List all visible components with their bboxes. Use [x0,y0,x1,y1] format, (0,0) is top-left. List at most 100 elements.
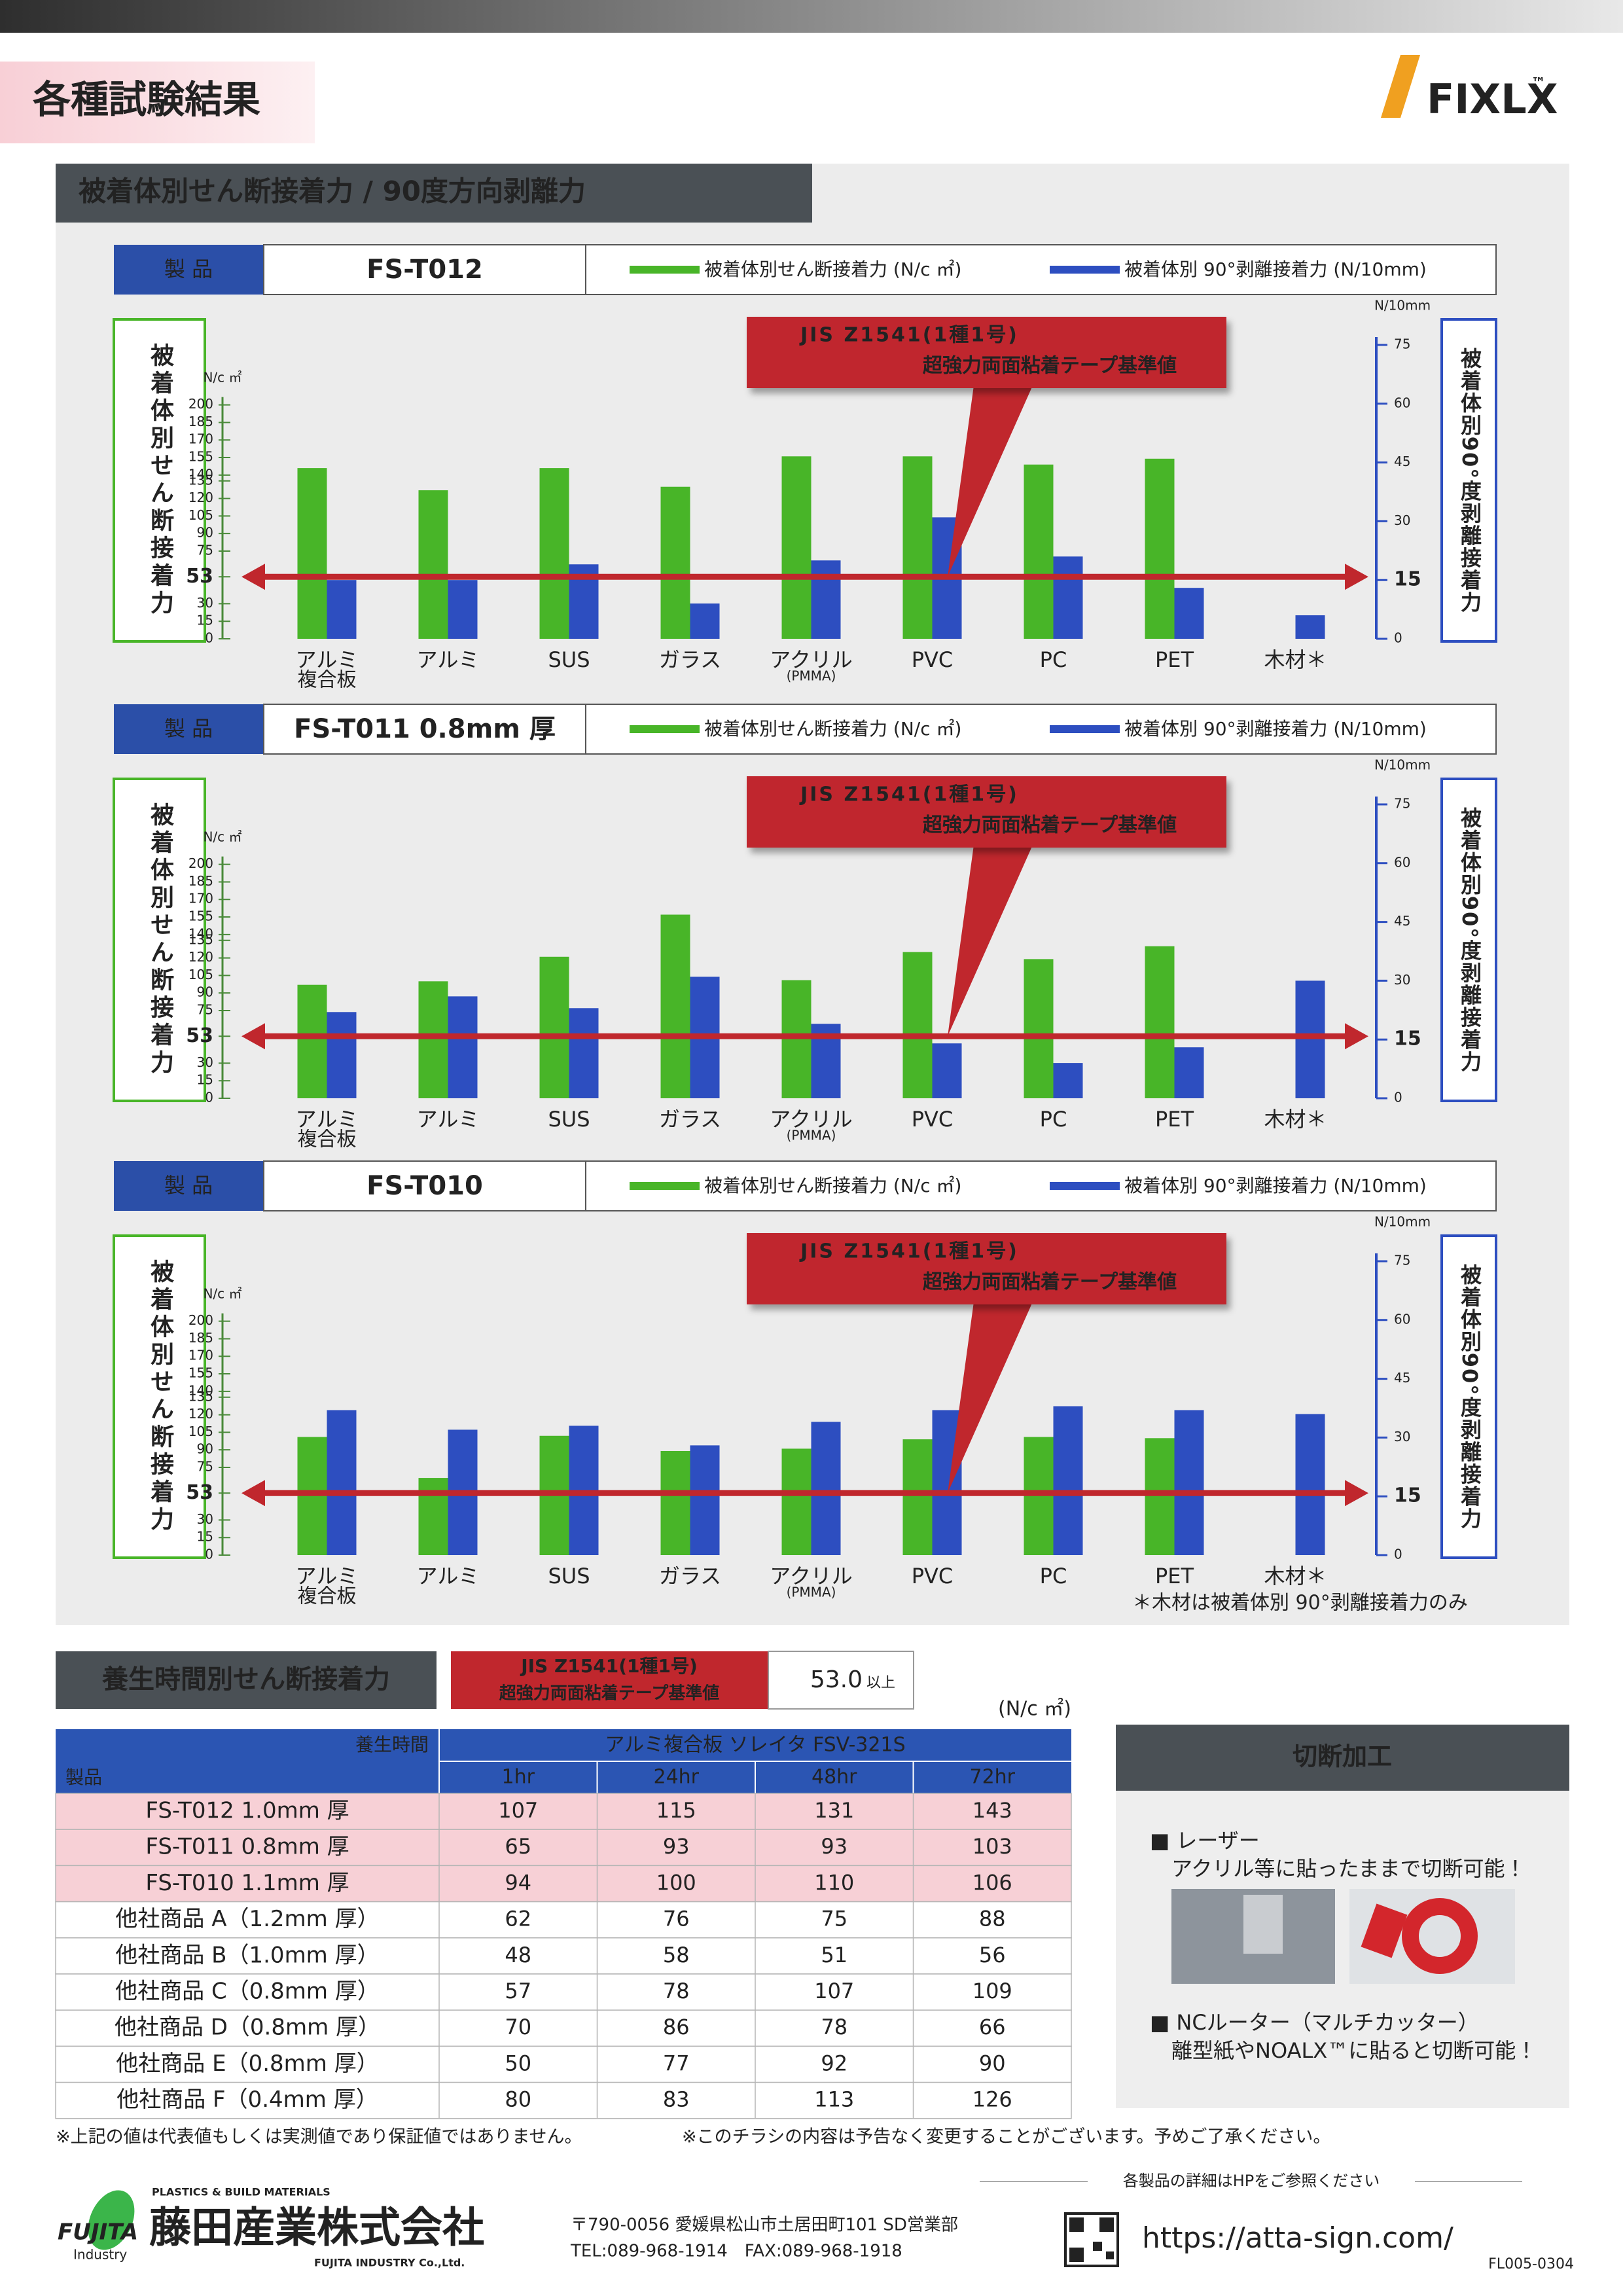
y-tick-label: 30 [197,1054,213,1070]
x-tick-label: アクリル [770,1107,852,1132]
cell-value: 93 [821,1834,847,1859]
bar [1174,1410,1204,1555]
company-name-en: FUJITA INDUSTRY Co.,Ltd. [314,2257,465,2269]
cell-value: 65 [505,1834,531,1859]
x-tick-label: アルミ [417,1564,480,1588]
y2-axis-unit: N/10mm [1374,757,1431,773]
qr-finder [1069,2217,1084,2232]
legend-label: 被着体別せん断接着力 (N/c ㎡) [704,1175,961,1196]
row-name: 他社商品 D（0.8mm 厚） [115,2015,380,2041]
cell-value: 51 [821,1943,847,1967]
table-row [55,1973,1072,2011]
bar [781,1448,812,1555]
table-row [55,2009,1072,2047]
y2-tick-label: 75 [1394,795,1410,811]
cutting-header [1116,1725,1569,1791]
y-tick-label: 15 [197,1072,213,1088]
bar [1053,1406,1083,1555]
arrow-head [241,1023,265,1050]
y-tick-label: 15 [197,1529,213,1545]
x-tick-label: PET [1155,647,1194,672]
y2-tick-label: 45 [1394,1370,1410,1386]
x-tick-label: PET [1155,1107,1194,1132]
y-tick-label: 0 [205,1547,213,1562]
logo-text: FUJITA [58,2219,138,2246]
bar [1145,458,1175,639]
row-name: 他社商品 C（0.8mm 厚） [115,1979,380,2005]
standard-suffix: 以上 [866,1675,895,1691]
product-name: FS-T011 0.8mm 厚 [294,714,556,744]
y-tick-label: 200 [188,396,213,412]
right-axis-title: 被着体別90°度剥離接着力 [1457,807,1482,1073]
bar [811,560,841,639]
logo-text: FIXLX [1427,75,1558,123]
group-header: アルミ複合板 ソレイタ FSV-321S [605,1734,905,1757]
corner-top: 養生時間 [355,1734,429,1755]
arrow-head [1345,1480,1368,1507]
bar [539,956,569,1098]
product-label-bg [114,1161,264,1211]
left-title-box [113,1234,206,1559]
section-title-box [56,164,812,223]
cell-value: 107 [498,1798,538,1823]
bar [1295,980,1325,1098]
y-tick-label: 90 [197,1441,213,1457]
y-tick-label: 155 [188,449,213,465]
photo-laser-head [1243,1895,1283,1954]
logo-swoosh [88,2190,135,2250]
row-name: 他社商品 E（0.8mm 厚） [116,2051,378,2077]
corner-bottom: 製品 [65,1767,102,1788]
y-tick-label: 90 [197,525,213,541]
y-axis-unit: N/c ㎡ [203,829,241,845]
row-name: FS-T010 1.1mm 厚 [145,1870,349,1896]
y2-tick-label: 0 [1394,1547,1402,1562]
product-name: FS-T012 [366,255,483,285]
cell-value: 131 [814,1798,854,1823]
bar [1145,946,1175,1098]
y-tick-label: 105 [188,1424,213,1439]
cell-value: 83 [663,2087,690,2112]
cell-value: 80 [505,2087,531,2112]
cell-value: 126 [972,2087,1012,2112]
row-name: FS-T012 1.0mm 厚 [145,1798,349,1824]
callout-box [747,776,1226,848]
legend-swatch [630,266,700,274]
x-tick-label: PC [1040,1107,1067,1132]
y-tick-label: 155 [188,1365,213,1381]
cell-value: 115 [656,1798,696,1823]
product-name-bg [263,244,586,295]
bar [811,1422,841,1555]
y-tick-label: 140 [188,1382,213,1398]
y-tick-label: 185 [188,1330,213,1346]
table-row [55,1937,1072,1975]
cell-value: 88 [979,1907,1006,1931]
cell-value: 70 [505,2015,531,2039]
bar [932,1043,962,1098]
y-tick-label: 53 [186,1481,213,1504]
y-tick-label: 0 [205,630,213,646]
cell-value: 93 [663,1834,690,1859]
x-tick-label: PC [1040,647,1067,672]
y-tick-label: 140 [188,925,213,941]
x-tick-label: 木材＊ [1264,1564,1327,1588]
cell-value: 100 [656,1870,696,1895]
bar [902,1439,933,1555]
right-title-box [1440,778,1497,1102]
photo-letter [1402,1898,1478,1974]
x-tick-label: ガラス [659,1564,721,1588]
qr-finder [1069,2248,1084,2262]
column-header: 48hr [812,1766,857,1789]
x-tick-label: ガラス [659,1107,721,1132]
y2-tick-label: 60 [1394,395,1410,410]
cell-value: 143 [972,1798,1012,1823]
bar [1024,464,1054,639]
qr-module [1093,2242,1102,2251]
left-axis-title: 被着体別せん断接着力 [147,1259,174,1534]
table-unit: (N/c ㎡) [998,1698,1071,1721]
product-label: 製 品 [164,257,213,281]
bar [327,1012,357,1098]
callout-pointer [948,1302,1033,1494]
y-tick-label: 185 [188,873,213,889]
photo-letter [1361,1903,1408,1958]
